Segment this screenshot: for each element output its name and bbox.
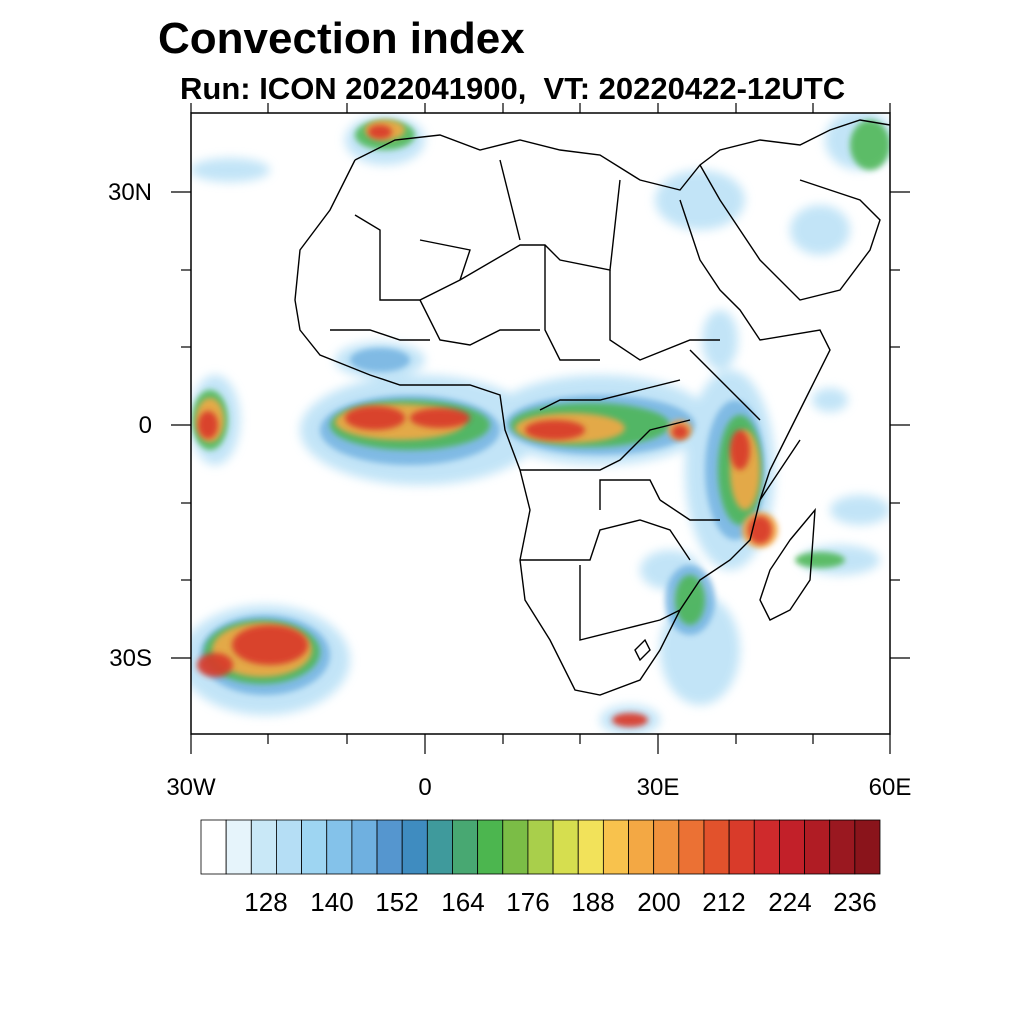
convection-map [171,103,910,754]
colorbar-label: 224 [768,887,812,917]
colorbar-label: 236 [833,887,877,917]
colorbar-swatch [602,819,629,875]
colorbar-label: 128 [244,887,288,917]
colorbar-swatch [276,819,302,875]
map-subtitle: Run: ICON 2022041900, VT: 20220422-12UTC [180,71,846,106]
coastlines [294,119,890,696]
lon-label-30e: 30E [636,774,680,801]
colorbar-label: 200 [637,887,681,917]
colorbar-swatch [653,819,680,875]
colorbar-swatch [502,819,529,875]
colorbar-swatch [225,819,252,875]
colorbar-swatch [577,819,604,875]
colorbar-swatch [351,819,378,875]
colorbar-swatch [628,819,655,875]
map-title: Convection index [158,14,525,63]
colorbar-swatch [326,819,353,875]
colorbar-label: 188 [571,887,615,917]
lon-label-30w: 30W [166,774,216,801]
colorbar-swatch [552,819,579,875]
convection-field [191,113,890,734]
colorbar-label: 140 [310,887,354,917]
colorbar-swatch [200,819,227,875]
colorbar-label: 176 [506,887,550,917]
colorbar-swatch [753,819,780,875]
colorbar-swatch [401,819,428,875]
lat-label-30n: 30N [107,179,152,206]
colorbar-swatch [527,819,554,875]
colorbar-swatch [477,819,504,875]
colorbar-label: 212 [702,887,746,917]
axis-ticks [171,103,910,754]
colorbar-swatch [779,819,805,875]
colorbar-swatch [804,819,831,875]
colorbar-swatch [703,819,730,875]
colorbar-label: 152 [375,887,419,917]
colorbar-swatch [728,819,755,875]
colorbar-swatch [301,819,328,875]
colorbar-label: 164 [441,887,485,917]
colorbar-swatch [829,819,856,875]
colorbar-swatch [678,819,705,875]
map-frame [190,112,891,735]
colorbar-swatch [376,819,403,875]
colorbar-swatch [250,819,277,875]
colorbar-swatch [426,819,453,875]
lon-label-0: 0 [418,774,432,801]
lon-label-60e: 60E [868,774,912,801]
colorbar-swatch [854,819,881,875]
colorbar-swatch [452,819,479,875]
lat-label-30s: 30S [109,645,152,672]
lat-label-0: 0 [138,412,152,439]
